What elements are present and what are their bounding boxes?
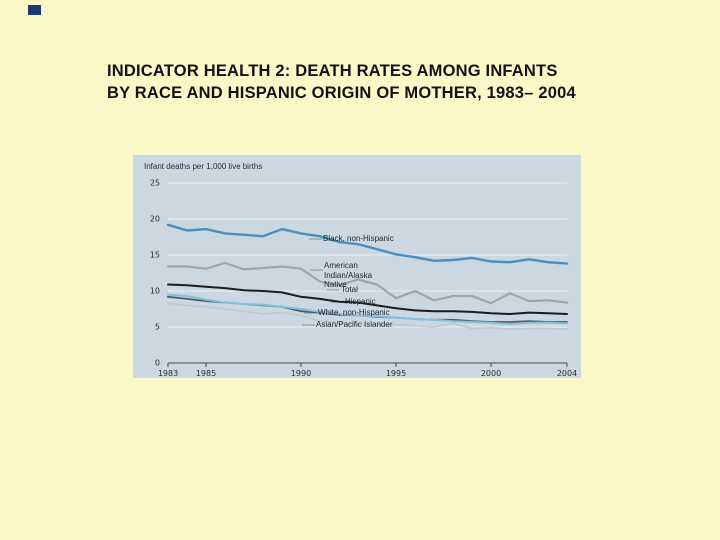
svg-text:0: 0 bbox=[155, 359, 160, 368]
series-label-black-non-hispanic: Black, non-Hispanic bbox=[323, 234, 394, 243]
svg-text:2000: 2000 bbox=[481, 369, 501, 378]
svg-text:5: 5 bbox=[155, 323, 160, 332]
svg-text:10: 10 bbox=[150, 287, 160, 296]
svg-text:1985: 1985 bbox=[196, 369, 216, 378]
slide-title-line1: INDICATOR HEALTH 2: DEATH RATES AMONG IN… bbox=[107, 62, 558, 80]
svg-text:15: 15 bbox=[150, 251, 160, 260]
svg-text:25: 25 bbox=[150, 179, 160, 188]
series-label-asian-pacific-islander: Asian/Pacific Islander bbox=[316, 320, 393, 329]
y-axis-title: Infant deaths per 1,000 live births bbox=[144, 162, 263, 171]
svg-text:20: 20 bbox=[150, 215, 160, 224]
svg-text:1983: 1983 bbox=[158, 369, 178, 378]
slide-title-line2: BY RACE AND HISPANIC ORIGIN OF MOTHER, 1… bbox=[107, 84, 576, 102]
series-label-total: Total bbox=[341, 285, 358, 294]
series-label-white-non-hispanic: White, non-Hispanic bbox=[318, 308, 390, 317]
line-chart-plot-area: 0 5 10 15 20 25 1983 1985 1990 1995 2000 2004 bbox=[150, 179, 577, 379]
svg-text:1995: 1995 bbox=[386, 369, 406, 378]
slide-corner-mark bbox=[28, 5, 41, 15]
series-label-american-indian-alaska-native: American Indian/Alaska Native bbox=[324, 261, 373, 289]
series-label-hispanic: Hispanic bbox=[345, 297, 376, 306]
svg-text:1990: 1990 bbox=[291, 369, 311, 378]
infant-death-rates-chart: Infant deaths per 1,000 live births 0 5 10… bbox=[133, 155, 581, 378]
svg-text:2004: 2004 bbox=[557, 369, 577, 378]
slide-title: INDICATOR HEALTH 2: DEATH RATES AMONG IN… bbox=[107, 60, 647, 104]
